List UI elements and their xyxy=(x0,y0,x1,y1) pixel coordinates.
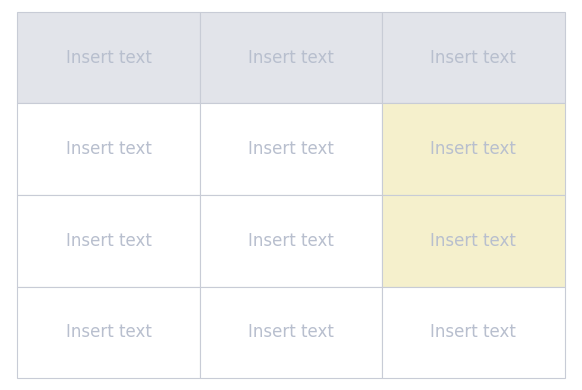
Text: Insert text: Insert text xyxy=(431,232,516,250)
Text: Insert text: Insert text xyxy=(431,140,516,158)
Text: Insert text: Insert text xyxy=(66,48,151,67)
Bar xyxy=(382,287,565,378)
Bar xyxy=(17,103,200,195)
Text: Insert text: Insert text xyxy=(66,232,151,250)
Bar xyxy=(382,12,565,103)
Bar xyxy=(17,195,200,287)
Bar xyxy=(200,12,382,103)
Text: Insert text: Insert text xyxy=(248,323,334,342)
Text: Insert text: Insert text xyxy=(66,140,151,158)
Bar xyxy=(200,287,382,378)
Text: Insert text: Insert text xyxy=(248,48,334,67)
Text: Insert text: Insert text xyxy=(248,140,334,158)
Text: Insert text: Insert text xyxy=(431,323,516,342)
Bar xyxy=(382,103,565,195)
Text: Insert text: Insert text xyxy=(66,323,151,342)
Bar xyxy=(17,287,200,378)
Bar xyxy=(382,195,565,287)
Text: Insert text: Insert text xyxy=(431,48,516,67)
Bar xyxy=(200,195,382,287)
Bar xyxy=(200,103,382,195)
Text: Insert text: Insert text xyxy=(248,232,334,250)
Bar xyxy=(17,12,200,103)
